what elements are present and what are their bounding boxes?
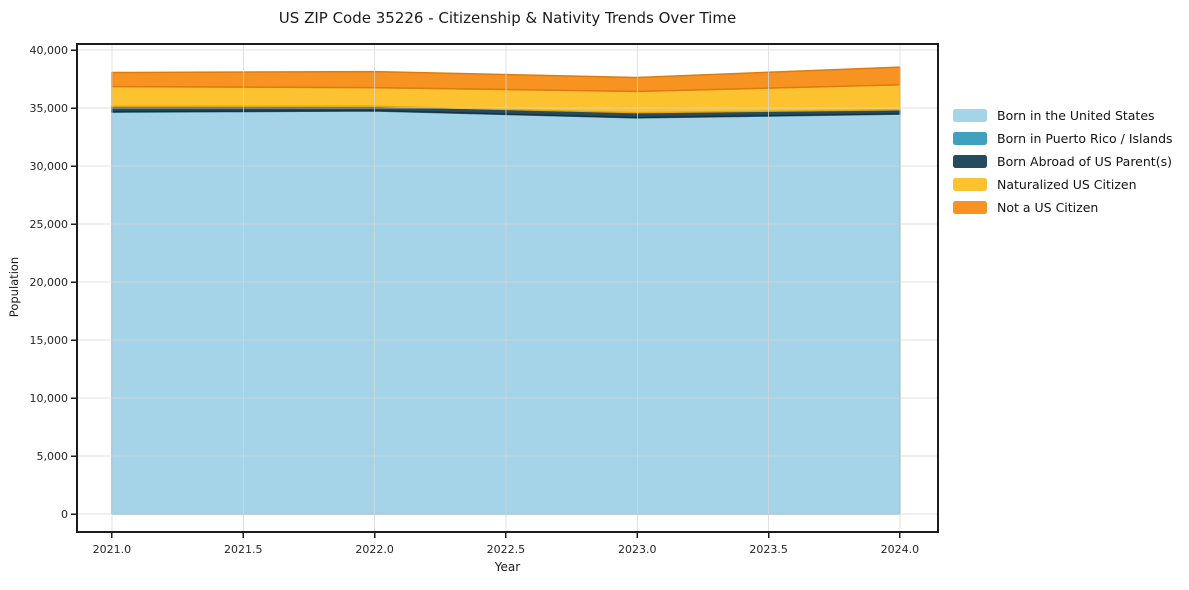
legend-swatch: [953, 109, 987, 122]
legend-swatch: [953, 201, 987, 214]
legend-label: Naturalized US Citizen: [997, 177, 1137, 192]
y-tick-label: 25,000: [30, 218, 69, 231]
y-tick-label: 40,000: [30, 44, 69, 57]
gridlines: [77, 44, 938, 532]
y-tick-label: 20,000: [30, 276, 69, 289]
x-tick-label: 2021.5: [224, 543, 263, 556]
legend-label: Born in the United States: [997, 108, 1155, 123]
x-tick-label: 2023.5: [749, 543, 788, 556]
x-tick-label: 2023.0: [618, 543, 657, 556]
legend-item: Born in Puerto Rico / Islands: [953, 132, 1173, 145]
legend: Born in the United States Born in Puerto …: [953, 109, 1173, 214]
x-tick-label: 2024.0: [881, 543, 920, 556]
x-axis: 2021.0 2021.5 2022.0 2022.5 2023.0 2023.5 2024…: [93, 532, 919, 556]
y-axis-label: Population: [7, 256, 21, 318]
legend-label: Born Abroad of US Parent(s): [997, 154, 1172, 169]
y-tick-label: 10,000: [30, 392, 69, 405]
y-tick-label: 35,000: [30, 102, 69, 115]
chart-title: US ZIP Code 35226 - Citizenship & Nativi…: [278, 9, 737, 27]
legend-swatch: [953, 178, 987, 191]
x-tick-label: 2022.0: [355, 543, 394, 556]
y-tick-label: 30,000: [30, 160, 69, 173]
legend-label: Born in Puerto Rico / Islands: [997, 131, 1173, 146]
x-tick-label: 2022.5: [487, 543, 526, 556]
legend-item: Not a US Citizen: [953, 201, 1173, 214]
legend-swatch: [953, 132, 987, 145]
legend-swatch: [953, 155, 987, 168]
legend-item: Born Abroad of US Parent(s): [953, 155, 1173, 168]
y-tick-label: 5,000: [37, 450, 69, 463]
y-tick-label: 0: [61, 508, 68, 521]
plot-border: [76, 43, 939, 533]
y-axis: 0 5,000 10,000 15,000 20,000 25,000 30,000 35,0…: [30, 44, 77, 521]
x-axis-label: Year: [494, 560, 521, 574]
legend-item: Naturalized US Citizen: [953, 178, 1173, 191]
legend-label: Not a US Citizen: [997, 200, 1099, 215]
y-tick-label: 15,000: [30, 334, 69, 347]
x-tick-label: 2021.0: [93, 543, 132, 556]
legend-item: Born in the United States: [953, 109, 1173, 122]
